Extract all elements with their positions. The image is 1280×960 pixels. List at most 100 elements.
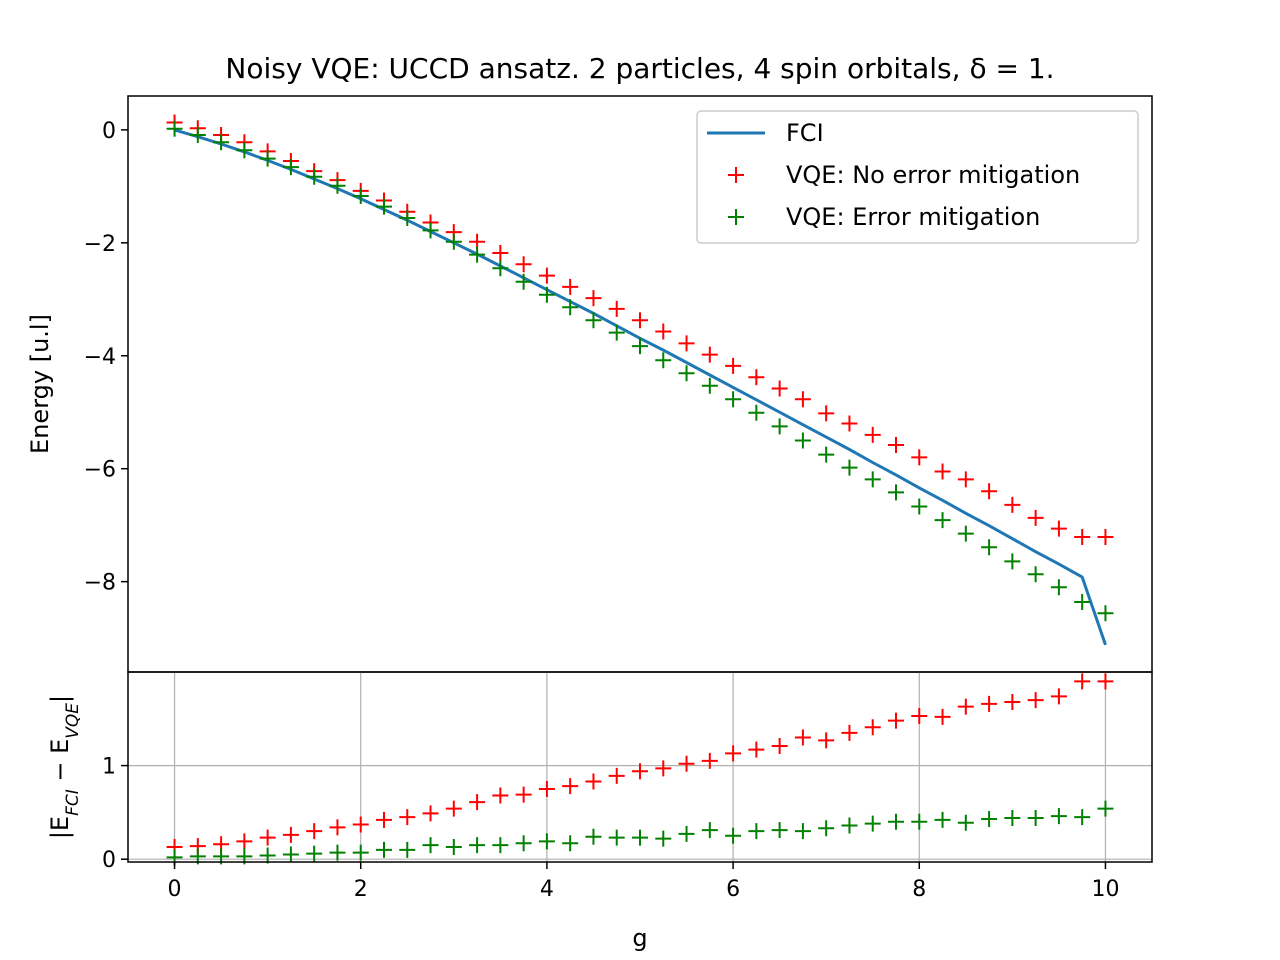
difference-point-vqe-no-error-mitigation: [376, 811, 392, 828]
x-axis-label: g: [632, 924, 647, 952]
data-point-vqe-error-mitigation: [725, 391, 742, 408]
difference-point-vqe-error-mitigation: [422, 837, 439, 854]
x-tick-label: 6: [726, 877, 740, 902]
difference-point-vqe-error-mitigation: [794, 823, 811, 840]
difference-point-vqe-error-mitigation: [329, 844, 346, 861]
legend: FCI VQE: No error mitigation VQE: Error mi…: [696, 110, 1139, 244]
difference-point-vqe-no-error-mitigation: [562, 778, 579, 795]
x-tick-label: 4: [540, 877, 554, 902]
difference-point-vqe-no-error-mitigation: [841, 724, 858, 741]
difference-series-vqe-no-error-mitigation: [166, 673, 1114, 856]
data-point-vqe-error-mitigation: [422, 222, 439, 239]
data-point-vqe-error-mitigation: [957, 525, 974, 542]
difference-point-vqe-error-mitigation: [492, 837, 509, 854]
difference-point-vqe-no-error-mitigation: [632, 763, 648, 780]
data-point-vqe-no-error-mitigation: [1004, 496, 1021, 513]
difference-point-vqe-no-error-mitigation: [329, 819, 346, 836]
data-point-vqe-error-mitigation: [748, 404, 765, 421]
data-point-vqe-no-error-mitigation: [608, 300, 625, 317]
difference-point-vqe-error-mitigation: [678, 825, 695, 842]
data-point-vqe-no-error-mitigation: [701, 346, 718, 363]
x-tick-label: 0: [168, 877, 182, 902]
data-point-vqe-error-mitigation: [1074, 593, 1091, 610]
data-point-vqe-no-error-mitigation: [585, 290, 602, 307]
energy-y-tick-label: 0: [102, 119, 116, 144]
data-point-vqe-no-error-mitigation: [632, 312, 648, 329]
data-point-vqe-no-error-mitigation: [748, 369, 765, 386]
difference-point-vqe-error-mitigation: [445, 839, 462, 856]
data-point-vqe-error-mitigation: [934, 512, 951, 529]
x-tick-label: 8: [912, 877, 926, 902]
data-point-vqe-error-mitigation: [469, 246, 486, 263]
series-vqe-error-mitigation: [166, 120, 1114, 622]
energy-axis-label: Energy [u.l]: [26, 314, 54, 454]
data-point-vqe-no-error-mitigation: [1027, 509, 1044, 526]
difference-point-vqe-no-error-mitigation: [957, 698, 974, 715]
data-point-vqe-error-mitigation: [981, 539, 998, 556]
data-point-vqe-no-error-mitigation: [538, 267, 555, 284]
data-point-vqe-error-mitigation: [794, 432, 811, 449]
difference-point-vqe-error-mitigation: [957, 814, 974, 831]
data-point-vqe-error-mitigation: [818, 446, 835, 463]
data-point-vqe-no-error-mitigation: [911, 449, 928, 466]
difference-point-vqe-no-error-mitigation: [725, 745, 742, 762]
data-point-vqe-no-error-mitigation: [841, 415, 858, 432]
difference-point-vqe-error-mitigation: [469, 837, 486, 854]
data-point-vqe-error-mitigation: [771, 418, 788, 435]
difference-point-vqe-no-error-mitigation: [259, 829, 276, 846]
data-point-vqe-error-mitigation: [841, 459, 858, 476]
data-point-vqe-error-mitigation: [213, 134, 230, 151]
difference-point-vqe-no-error-mitigation: [678, 755, 695, 772]
data-point-vqe-error-mitigation: [864, 471, 881, 488]
difference-point-vqe-no-error-mitigation: [1004, 693, 1021, 710]
data-point-vqe-error-mitigation: [678, 365, 695, 382]
data-point-vqe-no-error-mitigation: [981, 483, 998, 500]
difference-point-vqe-error-mitigation: [841, 817, 858, 834]
data-point-vqe-no-error-mitigation: [492, 244, 509, 261]
data-point-vqe-no-error-mitigation: [864, 426, 881, 443]
data-point-vqe-error-mitigation: [655, 352, 672, 369]
difference-point-vqe-no-error-mitigation: [515, 786, 532, 803]
difference-point-vqe-error-mitigation: [864, 815, 881, 832]
difference-point-vqe-no-error-mitigation: [1027, 692, 1044, 709]
data-point-vqe-error-mitigation: [1004, 553, 1021, 570]
difference-point-vqe-error-mitigation: [282, 846, 299, 863]
difference-point-vqe-no-error-mitigation: [655, 760, 672, 777]
difference-point-vqe-no-error-mitigation: [1074, 673, 1091, 690]
data-point-vqe-no-error-mitigation: [1050, 520, 1067, 537]
difference-point-vqe-error-mitigation: [352, 844, 369, 861]
difference-point-vqe-error-mitigation: [1074, 809, 1091, 826]
difference-point-vqe-error-mitigation: [608, 829, 625, 846]
difference-point-vqe-error-mitigation: [888, 813, 904, 830]
difference-y-tick-label: 1: [102, 755, 116, 780]
difference-point-vqe-no-error-mitigation: [422, 805, 439, 822]
difference-point-vqe-error-mitigation: [562, 835, 579, 852]
data-point-vqe-no-error-mitigation: [888, 436, 904, 453]
data-point-vqe-no-error-mitigation: [655, 323, 672, 340]
data-point-vqe-error-mitigation: [399, 209, 416, 226]
difference-point-vqe-error-mitigation: [1050, 808, 1067, 825]
data-point-vqe-error-mitigation: [608, 324, 625, 341]
data-point-vqe-no-error-mitigation: [794, 391, 811, 408]
data-point-vqe-no-error-mitigation: [515, 256, 532, 273]
data-point-vqe-error-mitigation: [445, 233, 462, 250]
difference-point-vqe-error-mitigation: [632, 829, 648, 846]
difference-point-vqe-no-error-mitigation: [1097, 673, 1114, 690]
legend-label-vqe-no-error-mitigation: VQE: No error mitigation: [786, 161, 1080, 189]
legend-label-vqe-error-mitigation: VQE: Error mitigation: [786, 203, 1040, 231]
difference-point-vqe-no-error-mitigation: [445, 800, 462, 817]
data-point-vqe-no-error-mitigation: [725, 357, 742, 374]
data-point-vqe-no-error-mitigation: [1097, 529, 1114, 546]
data-point-vqe-error-mitigation: [911, 498, 928, 515]
data-point-vqe-error-mitigation: [166, 120, 183, 137]
energy-y-tick-label: −8: [84, 571, 116, 596]
difference-point-vqe-error-mitigation: [818, 820, 835, 837]
data-point-vqe-error-mitigation: [515, 273, 532, 290]
data-point-vqe-error-mitigation: [306, 168, 323, 185]
difference-point-vqe-no-error-mitigation: [934, 708, 951, 725]
difference-point-vqe-no-error-mitigation: [1050, 688, 1067, 705]
difference-point-vqe-no-error-mitigation: [538, 780, 555, 797]
data-point-vqe-error-mitigation: [352, 187, 369, 204]
data-point-vqe-no-error-mitigation: [1074, 529, 1091, 546]
